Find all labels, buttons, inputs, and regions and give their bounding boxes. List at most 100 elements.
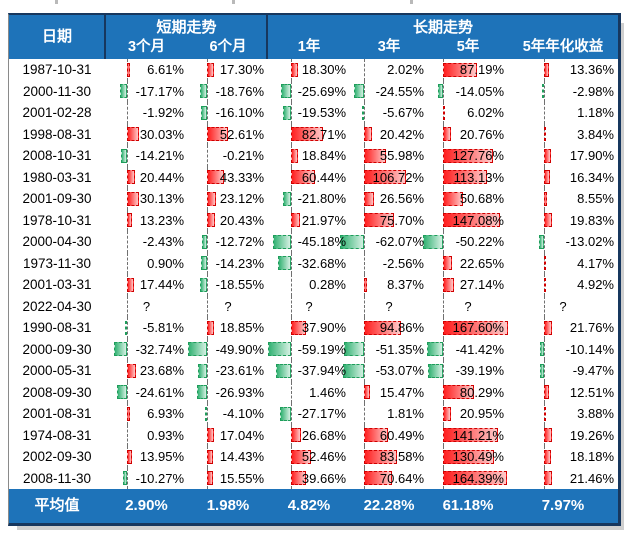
value-cell[interactable]: 87.19% [428, 59, 508, 81]
value-cell[interactable]: -32.74% [105, 338, 188, 360]
value-cell[interactable]: 16.34% [508, 166, 618, 188]
value-cell[interactable]: 4.92% [508, 274, 618, 296]
value-cell[interactable]: -25.69% [268, 80, 350, 102]
value-cell[interactable]: -53.07% [343, 360, 428, 382]
value-cell[interactable]: 6.61% [105, 59, 188, 81]
date-cell[interactable]: 2000-09-30 [22, 341, 92, 357]
value-cell[interactable]: -50.22% [423, 231, 508, 253]
value-cell[interactable]: 27.14% [428, 274, 508, 296]
value-cell[interactable]: -12.72% [188, 231, 268, 253]
date-cell[interactable]: 1973-11-30 [22, 255, 92, 271]
value-cell[interactable]: 20.95% [428, 403, 508, 425]
value-cell[interactable]: 17.04% [188, 424, 268, 446]
value-cell[interactable]: 0.93% [105, 424, 188, 446]
value-cell[interactable]: 52.46% [268, 446, 350, 468]
value-cell[interactable]: 167.60% [428, 317, 509, 339]
date-cell[interactable]: 1987-10-31 [22, 62, 92, 77]
value-cell[interactable]: -2.98% [508, 80, 618, 102]
average-value[interactable]: 1.98% [206, 497, 250, 514]
date-cell[interactable]: 2008-09-30 [22, 384, 92, 400]
value-cell[interactable]: -18.55% [188, 274, 268, 296]
value-cell[interactable]: -14.23% [188, 252, 268, 274]
value-cell[interactable]: 17.90% [508, 145, 618, 167]
average-value[interactable]: 22.28% [363, 497, 415, 514]
value-cell[interactable]: 18.85% [188, 317, 268, 339]
value-cell[interactable]: 50.68% [428, 188, 508, 210]
value-cell[interactable]: 94.86% [350, 317, 428, 339]
date-cell[interactable]: 2001-02-28 [22, 105, 92, 120]
value-cell[interactable]: 80.29% [428, 381, 508, 403]
value-cell[interactable]: -24.55% [350, 80, 428, 102]
value-cell[interactable]: -9.47% [508, 360, 618, 382]
value-cell[interactable]: 30.13% [105, 188, 188, 210]
value-cell[interactable]: 55.98% [350, 145, 428, 167]
value-cell[interactable]: 19.26% [508, 424, 618, 446]
value-cell[interactable]: 0.28% [268, 274, 350, 296]
value-cell[interactable]: -14.21% [105, 145, 188, 167]
header-col-5year[interactable]: 5年 [456, 39, 480, 55]
value-cell[interactable]: 18.84% [268, 145, 350, 167]
value-cell[interactable]: ? [268, 295, 350, 317]
value-cell[interactable]: -23.61% [188, 360, 268, 382]
value-cell[interactable]: 17.44% [105, 274, 188, 296]
value-cell[interactable]: 13.23% [105, 209, 188, 231]
average-value[interactable]: 2.90% [125, 497, 168, 514]
value-cell[interactable]: 1.46% [268, 381, 350, 403]
value-cell[interactable]: 4.17% [508, 252, 618, 274]
value-cell[interactable]: -62.07% [339, 231, 428, 253]
value-cell[interactable]: 82.71% [268, 123, 350, 145]
value-cell[interactable]: -27.17% [268, 403, 350, 425]
value-cell[interactable]: 3.88% [508, 403, 618, 425]
value-cell[interactable]: -5.81% [105, 317, 188, 339]
date-cell[interactable]: 2002-09-30 [22, 449, 92, 464]
date-cell[interactable]: 1974-08-31 [22, 427, 92, 443]
value-cell[interactable]: 18.18% [508, 446, 618, 468]
value-cell[interactable]: 18.30% [268, 59, 350, 81]
value-cell[interactable]: 147.08% [428, 209, 508, 231]
value-cell[interactable]: ? [188, 295, 268, 317]
date-cell[interactable]: 2001-08-31 [22, 406, 92, 421]
value-cell[interactable]: 52.61% [188, 123, 268, 145]
value-cell[interactable]: -0.21% [188, 145, 268, 167]
value-cell[interactable]: 83.58% [350, 446, 428, 468]
value-cell[interactable]: 19.83% [508, 209, 618, 231]
value-cell[interactable]: -59.19% [267, 338, 350, 360]
value-cell[interactable]: 3.84% [508, 123, 618, 145]
value-cell[interactable]: 15.47% [350, 381, 428, 403]
value-cell[interactable]: 26.68% [268, 424, 350, 446]
value-cell[interactable]: -37.94% [268, 360, 350, 382]
value-cell[interactable]: 13.95% [105, 446, 188, 468]
header-col-1year[interactable]: 1年 [297, 39, 321, 55]
value-cell[interactable]: 113.13% [428, 166, 508, 188]
value-cell[interactable]: 8.55% [508, 188, 618, 210]
value-cell[interactable]: -24.61% [105, 381, 188, 403]
value-cell[interactable]: 164.39% [428, 467, 508, 489]
value-cell[interactable]: 15.55% [188, 467, 268, 489]
value-cell[interactable]: 70.64% [350, 467, 428, 489]
date-cell[interactable]: 2000-11-30 [22, 83, 92, 99]
value-cell[interactable]: -39.19% [427, 360, 508, 382]
value-cell[interactable]: -14.05% [428, 80, 508, 102]
value-cell[interactable]: 30.03% [105, 123, 188, 145]
header-group-short-term[interactable]: 短期走势 [156, 19, 217, 36]
average-value[interactable]: 4.82% [287, 497, 331, 514]
value-cell[interactable]: 13.36% [508, 59, 618, 81]
value-cell[interactable]: 8.37% [350, 274, 428, 296]
value-cell[interactable]: 17.30% [188, 59, 268, 81]
header-col-5year-annualized[interactable]: 5年年化收益 [522, 39, 604, 55]
value-cell[interactable]: 12.51% [508, 381, 618, 403]
value-cell[interactable]: -45.18% [268, 231, 350, 253]
value-cell[interactable]: 106.72% [350, 166, 428, 188]
date-cell[interactable]: 2000-05-31 [22, 363, 92, 378]
value-cell[interactable]: -21.80% [268, 188, 350, 210]
value-cell[interactable]: 14.43% [188, 446, 268, 468]
date-cell[interactable]: 2008-11-30 [22, 470, 92, 486]
value-cell[interactable]: 20.42% [350, 123, 428, 145]
value-cell[interactable]: 141.21% [428, 424, 508, 446]
header-date[interactable]: 日期 [41, 28, 72, 45]
value-cell[interactable]: -2.43% [105, 231, 188, 253]
value-cell[interactable]: ? [105, 295, 188, 317]
value-cell[interactable]: 21.46% [508, 467, 618, 489]
value-cell[interactable]: ? [350, 295, 428, 317]
header-group-long-term[interactable]: 长期走势 [412, 19, 473, 36]
